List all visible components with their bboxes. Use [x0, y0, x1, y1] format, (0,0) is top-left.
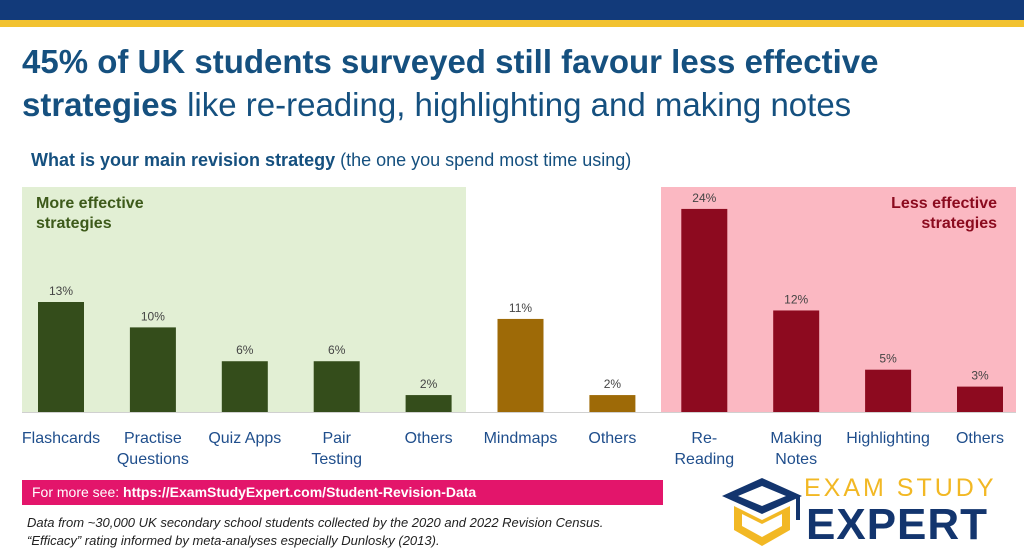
- bar-2: [129, 327, 176, 412]
- bar-chart: More effective strategies Less effective st…: [22, 187, 1016, 413]
- headline-rest: like re-reading, highlighting and making…: [177, 86, 852, 123]
- value-label-9: 12%: [784, 292, 808, 306]
- question-bold: What is your main revision strategy: [31, 150, 336, 170]
- graduation-cap-icon: [722, 478, 802, 546]
- category-label-10: Highlighting: [840, 428, 936, 449]
- headline: 45% of UK students surveyed still favour…: [22, 40, 1002, 126]
- category-label-line: Quiz Apps: [208, 430, 282, 447]
- category-label-3: Quiz Apps: [197, 428, 293, 449]
- category-label-line: Reading: [674, 451, 735, 468]
- value-label-11: 3%: [971, 369, 989, 383]
- value-label-4: 6%: [328, 343, 346, 357]
- category-label-5: Others: [381, 428, 477, 449]
- more-effective-label-1: More effective: [36, 195, 144, 212]
- exam-study-expert-logo: EXAM STUDY EXPERT: [720, 472, 1020, 554]
- category-label-9: Making Notes: [748, 428, 844, 470]
- question-rest: (the one you spend most time using): [335, 150, 632, 170]
- category-label-2: Practise Questions: [105, 428, 201, 470]
- more-effective-label-2: strategies: [36, 215, 112, 232]
- category-label-line: Highlighting: [846, 430, 930, 447]
- source-line-2: “Efficacy” rating informed by meta-analy…: [27, 533, 440, 548]
- top-navy-band: [0, 0, 1024, 20]
- top-gold-band: [0, 20, 1024, 27]
- category-label-6: Mindmaps: [473, 428, 569, 449]
- value-label-1: 13%: [49, 284, 73, 298]
- bar-1: [38, 302, 84, 412]
- source-note: Data from ~30,000 UK secondary school st…: [27, 514, 707, 550]
- category-label-8: Re- Reading: [656, 428, 752, 470]
- less-effective-label-2: strategies: [921, 215, 997, 232]
- value-label-3: 6%: [236, 343, 254, 357]
- bar-7: [589, 395, 636, 412]
- category-label-1: Flashcards: [13, 428, 109, 449]
- category-label-line: Others: [404, 430, 453, 447]
- category-label-line: Re-: [691, 430, 718, 447]
- headline-bold: 45% of UK students surveyed still favour…: [22, 43, 879, 123]
- bar-4: [313, 361, 360, 412]
- value-label-2: 10%: [141, 309, 165, 323]
- more-info-bar: For more see: https://ExamStudyExpert.co…: [22, 480, 663, 505]
- value-label-8: 24%: [692, 191, 716, 205]
- bar-9: [773, 310, 820, 412]
- less-effective-label-1: Less effective: [891, 195, 997, 212]
- value-label-5: 2%: [420, 377, 438, 391]
- bar-5: [405, 395, 452, 412]
- category-label-line: Others: [955, 430, 1004, 447]
- category-label-line: Practise: [123, 430, 182, 447]
- category-label-11: Others: [932, 428, 1024, 449]
- bar-3: [221, 361, 268, 412]
- link-prefix: For more see:: [32, 484, 124, 500]
- category-label-4: Pair Testing: [289, 428, 385, 470]
- bar-8: [681, 208, 728, 412]
- category-label-line: Others: [588, 430, 637, 447]
- category-label-line: Flashcards: [21, 430, 101, 447]
- value-label-7: 2%: [604, 377, 622, 391]
- category-label-7: Others: [564, 428, 660, 449]
- value-label-6: 11%: [509, 301, 532, 315]
- logo-bottom-text: EXPERT: [806, 500, 989, 549]
- bar-10: [865, 369, 912, 412]
- category-label-line: Questions: [116, 451, 189, 468]
- revision-data-link[interactable]: https://ExamStudyExpert.com/Student-Revi…: [123, 484, 477, 500]
- value-label-10: 5%: [879, 352, 897, 366]
- category-label-line: Pair: [322, 430, 351, 447]
- bar-11: [957, 386, 1003, 412]
- source-line-1: Data from ~30,000 UK secondary school st…: [27, 515, 604, 530]
- category-label-line: Notes: [775, 451, 818, 468]
- category-label-line: Testing: [311, 451, 363, 468]
- logo-top-text: EXAM STUDY: [804, 474, 997, 502]
- category-label-line: Mindmaps: [483, 430, 558, 447]
- chart-question: What is your main revision strategy (the…: [31, 150, 631, 171]
- category-label-line: Making: [770, 430, 822, 447]
- bar-6: [497, 318, 544, 412]
